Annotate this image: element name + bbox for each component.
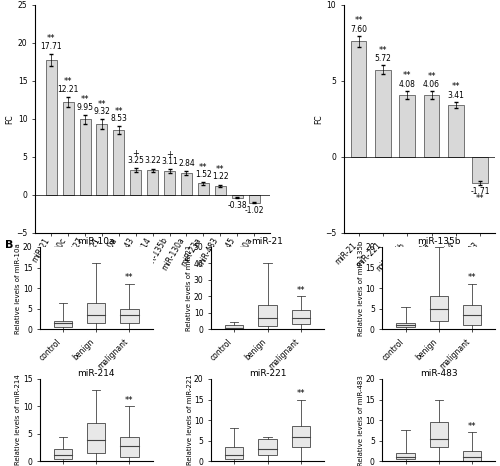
Y-axis label: Relative levels of miR-214: Relative levels of miR-214 <box>16 375 22 466</box>
Y-axis label: Relative levels of miR-10a: Relative levels of miR-10a <box>16 243 22 334</box>
Text: 12.21: 12.21 <box>58 85 79 94</box>
Text: **: ** <box>114 107 123 116</box>
Bar <box>396 323 414 327</box>
Text: B: B <box>5 240 14 250</box>
Text: C: C <box>314 0 322 2</box>
Text: **: ** <box>125 274 134 282</box>
Bar <box>226 447 244 459</box>
Text: **: ** <box>47 34 56 43</box>
Text: 3.41: 3.41 <box>448 91 464 100</box>
Text: **: ** <box>98 100 106 109</box>
Bar <box>350 41 366 157</box>
Text: 1.52: 1.52 <box>195 170 212 179</box>
Bar <box>87 302 106 323</box>
Text: 8.53: 8.53 <box>110 114 128 123</box>
Text: 17.71: 17.71 <box>40 42 62 51</box>
Y-axis label: Relative levels of miR-21: Relative levels of miR-21 <box>186 245 192 331</box>
Bar <box>258 305 276 326</box>
Bar <box>164 171 175 195</box>
Text: **: ** <box>378 46 387 55</box>
Bar <box>46 60 56 195</box>
Bar <box>430 422 448 447</box>
Text: **: ** <box>216 165 224 174</box>
Bar <box>430 296 448 321</box>
Text: +: + <box>166 150 173 159</box>
Text: **: ** <box>125 396 134 405</box>
Bar <box>396 453 414 459</box>
Text: 5.72: 5.72 <box>374 54 392 63</box>
Title: miR-10a: miR-10a <box>78 237 115 246</box>
Text: 3.25: 3.25 <box>128 156 144 165</box>
Text: 1.22: 1.22 <box>212 172 228 181</box>
Title: miR-21: miR-21 <box>252 237 284 246</box>
Y-axis label: Relative levels of miR-483: Relative levels of miR-483 <box>358 375 364 466</box>
Text: **: ** <box>354 16 363 25</box>
Bar <box>292 426 310 447</box>
Bar <box>130 170 141 195</box>
Bar <box>248 195 260 203</box>
Text: 9.32: 9.32 <box>94 107 110 116</box>
Bar <box>226 325 244 329</box>
Text: **: ** <box>296 389 305 398</box>
Title: miR-214: miR-214 <box>78 369 115 378</box>
Text: A: A <box>7 0 16 2</box>
Y-axis label: FC: FC <box>314 114 324 123</box>
Text: **: ** <box>476 193 484 203</box>
Bar <box>120 309 138 323</box>
Text: **: ** <box>428 72 436 81</box>
Text: **: ** <box>64 77 72 86</box>
Title: miR-221: miR-221 <box>249 369 286 378</box>
Text: 4.06: 4.06 <box>423 80 440 89</box>
Text: 9.95: 9.95 <box>76 103 94 111</box>
Bar <box>198 184 209 195</box>
Text: **: ** <box>403 71 411 80</box>
Bar <box>400 95 415 157</box>
Bar <box>96 124 108 195</box>
Text: 7.60: 7.60 <box>350 25 367 34</box>
Bar <box>424 95 440 157</box>
Bar <box>462 451 481 460</box>
Bar <box>258 439 276 455</box>
Title: miR-135b: miR-135b <box>417 237 461 246</box>
Text: 3.22: 3.22 <box>144 157 161 165</box>
Text: **: ** <box>199 163 207 171</box>
Y-axis label: Relative levels of miR-135b: Relative levels of miR-135b <box>358 240 364 336</box>
Bar <box>54 321 72 327</box>
Bar <box>54 449 72 459</box>
Bar <box>448 105 464 157</box>
Bar <box>215 185 226 195</box>
Bar <box>62 102 74 195</box>
Text: 2.84: 2.84 <box>178 159 195 168</box>
Y-axis label: Relative levels of miR-221: Relative levels of miR-221 <box>186 375 192 466</box>
Bar <box>375 70 391 157</box>
Bar <box>80 119 90 195</box>
Y-axis label: FC: FC <box>6 114 15 123</box>
Text: **: ** <box>81 95 90 104</box>
Text: -0.38: -0.38 <box>228 201 247 210</box>
Bar <box>472 157 488 183</box>
Text: -1.02: -1.02 <box>244 206 264 215</box>
Bar <box>147 171 158 195</box>
Text: 3.11: 3.11 <box>161 158 178 166</box>
Text: 4.08: 4.08 <box>399 80 415 89</box>
Text: **: ** <box>468 422 476 431</box>
Bar <box>181 173 192 195</box>
Title: miR-483: miR-483 <box>420 369 458 378</box>
Bar <box>462 305 481 325</box>
Text: **: ** <box>468 274 476 282</box>
Text: -1.71: -1.71 <box>470 187 490 197</box>
Text: **: ** <box>452 82 460 91</box>
Bar <box>232 195 242 198</box>
Bar <box>292 309 310 324</box>
Text: **: ** <box>296 286 305 295</box>
Bar <box>114 130 124 195</box>
Bar <box>120 437 138 457</box>
Text: +: + <box>132 149 139 158</box>
Bar <box>87 423 106 453</box>
